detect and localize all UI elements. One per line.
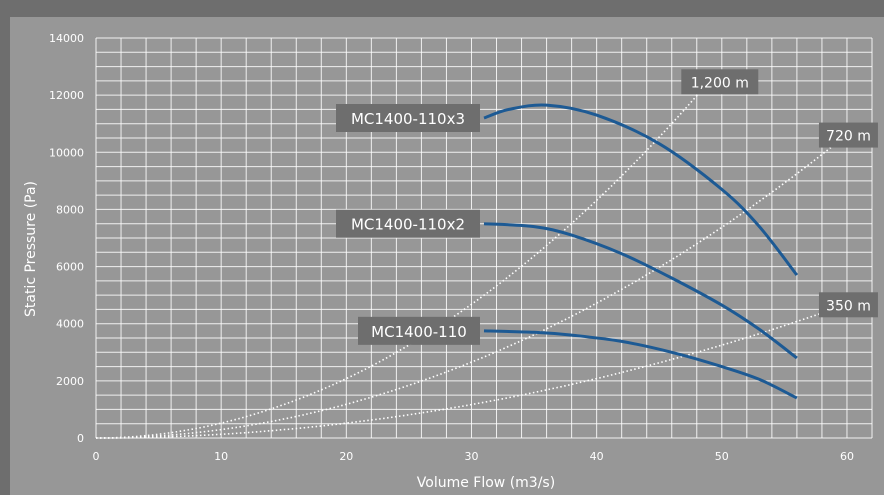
- system-curve-label: 350 m: [818, 292, 878, 318]
- x-axis-title: Volume Flow (m3/s): [417, 475, 555, 491]
- x-tick-label: 20: [339, 450, 353, 463]
- label-box: [358, 316, 480, 345]
- y-tick-label: 2000: [56, 375, 84, 388]
- x-tick-label: 0: [93, 450, 100, 463]
- fan-curve-label: MC1400-110: [358, 316, 480, 345]
- system-curves: [96, 80, 848, 439]
- fan-curve-label-text: MC1400-110x3: [351, 110, 465, 128]
- x-tick-label: 40: [590, 450, 604, 463]
- tick-labels: 0 10 20 30 40 50 60 0 2000 4000 6000 8000 10000 12000…: [49, 32, 854, 463]
- system-curve: [96, 303, 848, 439]
- fan-curve: [483, 222, 798, 360]
- y-tick-label: 10000: [49, 146, 84, 159]
- system-curve-label-text: 1,200 m: [691, 75, 749, 91]
- chart: 0 10 20 30 40 50 60 0 2000 4000 6000 8000 10000 12000…: [23, 32, 878, 491]
- y-tick-label: 4000: [56, 318, 84, 331]
- chart-panel: 0 10 20 30 40 50 60 0 2000 4000 6000 8000 10000 12000…: [10, 17, 884, 495]
- y-tick-label: 6000: [56, 261, 84, 274]
- fan-curve-label: MC1400-110x2: [336, 209, 480, 238]
- fan-curve: [483, 329, 798, 400]
- x-tick-label: 50: [715, 450, 729, 463]
- y-axis-title: Static Pressure (Pa): [23, 181, 39, 317]
- curve-labels: 1,200 m 720 m 350 m MC1400-110x3 MC1400-110x…: [336, 69, 878, 345]
- fan-curves: [483, 103, 799, 400]
- y-tick-label: 0: [77, 432, 84, 445]
- label-box: [336, 209, 480, 238]
- system-curve-label-text: 350 m: [826, 298, 871, 314]
- x-tick-label: 10: [214, 450, 228, 463]
- fan-curve-label-text: MC1400-110x2: [351, 216, 465, 234]
- fan-curve-label-text: MC1400-110: [371, 323, 467, 341]
- system-curve: [96, 80, 710, 439]
- fan-curve: [483, 103, 799, 277]
- y-tick-label: 8000: [56, 203, 84, 216]
- system-curve-label-text: 720 m: [826, 129, 871, 145]
- label-box: [818, 122, 878, 148]
- system-curve-label: 720 m: [818, 122, 878, 148]
- x-tick-label: 30: [464, 450, 478, 463]
- fan-curve-label: MC1400-110x3: [336, 104, 480, 132]
- y-tick-label: 12000: [49, 89, 84, 102]
- x-tick-label: 60: [840, 450, 854, 463]
- label-box: [818, 292, 878, 318]
- label-box: [336, 104, 480, 132]
- y-tick-label: 14000: [49, 32, 84, 45]
- system-curve-label: 1,200 m: [681, 69, 759, 95]
- label-box: [681, 69, 759, 95]
